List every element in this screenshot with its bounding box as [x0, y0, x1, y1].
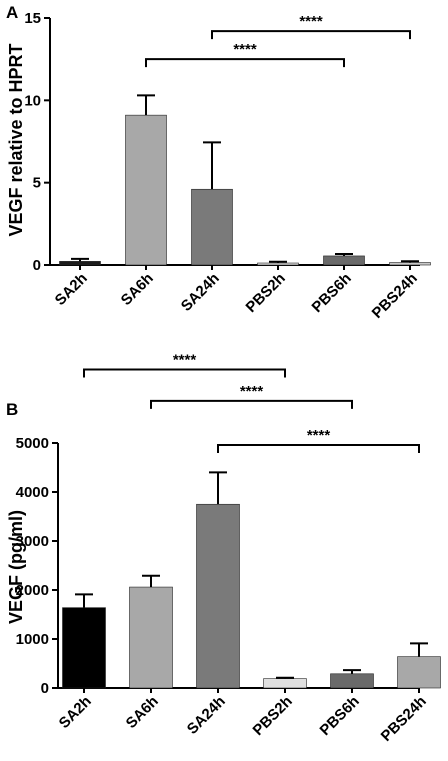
y-tick-label: 3000	[16, 533, 49, 550]
chart-panel-b: VEGF (pg/ml) 0 1000 2000 3000 4000 5000 SA2h SA6…	[6, 352, 441, 745]
y-axis-label: VEGF (pg/ml)	[6, 510, 26, 624]
y-tick-label: 5000	[16, 435, 49, 452]
bar-sa6h	[125, 114, 167, 266]
x-tick-label: PBS2h	[243, 270, 289, 316]
bar-pbs2h	[257, 262, 299, 266]
y-tick-label: 1000	[16, 631, 49, 648]
y-tick-label: 5	[33, 175, 41, 192]
x-tick-label: PBS24h	[369, 270, 421, 322]
y-tick-label: 2000	[16, 582, 49, 599]
x-tick-label: SA6h	[118, 270, 157, 309]
significance-label: ****	[233, 41, 257, 58]
panel-label-b: B	[6, 400, 18, 419]
significance-label: ****	[299, 13, 323, 30]
significance-bracket	[150, 399, 353, 409]
significance-bracket	[211, 30, 411, 40]
chart-panel-a: VEGF relative to HPRT 0 5 10 15 SA2h SA6h SA24h…	[6, 10, 431, 322]
significance-bracket	[217, 443, 420, 453]
significance-label: ****	[307, 427, 331, 444]
x-tick-label: SA24h	[184, 693, 229, 738]
bar-pbs6h	[323, 255, 365, 266]
x-tick-label: PBS24h	[378, 693, 430, 745]
bar-pbs6h	[330, 673, 374, 689]
bar-sa2h	[59, 261, 101, 266]
x-tick-label: SA6h	[123, 693, 162, 732]
y-tick-label: 10	[24, 92, 41, 109]
bar-sa24h	[191, 188, 233, 266]
y-tick-label: 0	[33, 257, 41, 274]
x-tick-label: SA2h	[56, 693, 95, 732]
x-tick-label: PBS2h	[250, 693, 296, 739]
x-tick-label: SA24h	[178, 270, 223, 315]
y-tick-label: 15	[24, 10, 41, 27]
bar-pbs24h	[397, 656, 441, 689]
bar-pbs24h	[389, 262, 431, 266]
significance-label: ****	[240, 383, 264, 400]
bar-sa6h	[129, 586, 173, 689]
y-tick-label: 4000	[16, 484, 49, 501]
significance-bracket	[145, 58, 345, 68]
y-tick-label: 0	[41, 680, 49, 697]
x-tick-label: SA2h	[52, 270, 91, 309]
panel-label-a: A	[6, 3, 18, 22]
bar-sa24h	[196, 503, 240, 689]
x-tick-label: PBS6h	[317, 693, 363, 739]
bar-sa2h	[62, 607, 106, 689]
y-axis-label: VEGF relative to HPRT	[6, 43, 26, 236]
significance-bracket	[83, 368, 286, 378]
x-tick-label: PBS6h	[309, 270, 355, 316]
significance-label: ****	[173, 352, 197, 369]
bar-pbs2h	[263, 678, 307, 689]
